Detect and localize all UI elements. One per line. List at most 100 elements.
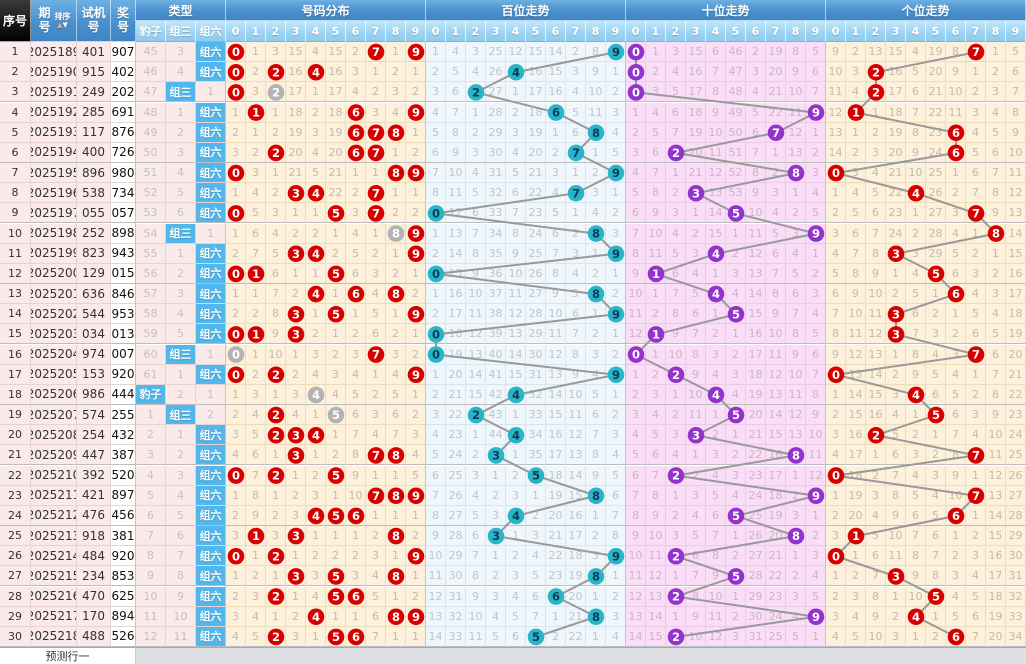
bai-trend-cell: 1 xyxy=(606,62,626,83)
shi-trend-cell: 7 xyxy=(766,263,786,284)
ge-trend-cell: 1 xyxy=(926,284,946,305)
bai-trend-cell: 31 xyxy=(486,163,506,184)
type-cell: 11 xyxy=(136,606,166,627)
shi-trend-cell: 3 xyxy=(726,465,746,486)
ge-trend-cell: 1 xyxy=(886,344,906,365)
sort-asc-icon[interactable]: ▲ xyxy=(57,21,63,29)
dist-cell: 3 xyxy=(386,344,406,365)
shi-trend-cell: 4 xyxy=(766,203,786,224)
ge-trend-cell: 17 xyxy=(986,566,1006,587)
dist-cell: 1 xyxy=(266,566,286,587)
dist-cell: 1 xyxy=(366,364,386,385)
ge-trend-cell: 4 xyxy=(966,122,986,143)
ge-trend-cell: 24 xyxy=(1006,425,1026,446)
shi-trend-cell: 29 xyxy=(746,586,766,607)
bai-trend-cell: 40 xyxy=(486,344,506,365)
dist-cell xyxy=(266,405,286,426)
sort-desc-icon[interactable]: ▼ xyxy=(62,21,68,29)
bai-trend-cell: 14 xyxy=(426,626,446,647)
dist-cell: 3 xyxy=(366,102,386,123)
period-cell: 2025207 xyxy=(31,405,77,426)
dist-cell xyxy=(266,546,286,567)
period-cell: 2025212 xyxy=(31,505,77,526)
ge-trend-cell: 3 xyxy=(926,465,946,486)
bai-trend-cell: 19 xyxy=(446,344,466,365)
shi-trend-cell xyxy=(666,626,686,647)
test-number-cell: 153 xyxy=(77,364,111,385)
type-cell: 48 xyxy=(136,102,166,123)
dist-cell: 16 xyxy=(326,62,346,83)
bai-trend-cell: 5 xyxy=(566,102,586,123)
ge-trend-cell: 9 xyxy=(1006,122,1026,143)
ge-trend-cell: 1 xyxy=(966,465,986,486)
shi-trend-cell: 9 xyxy=(666,324,686,345)
bai-trend-cell: 4 xyxy=(506,586,526,607)
dist-cell: 1 xyxy=(326,324,346,345)
shi-trend-cell: 3 xyxy=(666,42,686,63)
shi-trend-cell xyxy=(666,364,686,385)
prediction-row-label[interactable]: 预测行一 xyxy=(0,647,136,664)
shi-trend-cell: 25 xyxy=(746,505,766,526)
bai-trend-cell: 18 xyxy=(566,546,586,567)
subheader-ge-digit-9: 9 xyxy=(1006,21,1026,42)
period-cell: 2025204 xyxy=(31,344,77,365)
shi-trend-cell: 10 xyxy=(806,425,826,446)
bai-trend-cell: 20 xyxy=(446,364,466,385)
shi-trend-cell: 2 xyxy=(626,384,646,405)
dist-cell: 2 xyxy=(246,364,266,385)
dist-cell xyxy=(326,203,346,224)
bai-trend-cell: 1 xyxy=(586,586,606,607)
dist-cell: 1 xyxy=(246,546,266,567)
ge-trend-cell: 16 xyxy=(1006,263,1026,284)
bai-trend-cell: 1 xyxy=(586,505,606,526)
ge-trend-cell: 6 xyxy=(986,142,1006,163)
dist-cell: 1 xyxy=(226,223,246,244)
sort-control[interactable]: 排序 ▲▼ xyxy=(55,12,71,29)
ge-trend-cell: 23 xyxy=(926,122,946,143)
dist-cell: 2 xyxy=(326,243,346,264)
bai-trend-cell: 11 xyxy=(586,102,606,123)
type-cell: 12 xyxy=(136,626,166,647)
dist-cell: 2 xyxy=(226,586,246,607)
ge-trend-cell: 4 xyxy=(926,344,946,365)
shi-trend-cell: 3 xyxy=(706,344,726,365)
dist-cell xyxy=(306,183,326,204)
ge-trend-cell: 3 xyxy=(846,586,866,607)
bai-trend-cell: 11 xyxy=(466,626,486,647)
dist-cell xyxy=(286,243,306,264)
dist-cell xyxy=(366,485,386,506)
shi-trend-cell: 11 xyxy=(626,566,646,587)
prize-number-cell: 526 xyxy=(111,626,136,647)
bai-trend-cell: 13 xyxy=(446,223,466,244)
ge-trend-cell: 10 xyxy=(1006,142,1026,163)
ge-trend-cell: 30 xyxy=(1006,546,1026,567)
bai-trend-cell: 32 xyxy=(486,183,506,204)
bai-trend-cell: 6 xyxy=(466,526,486,547)
ge-trend-cell: 1 xyxy=(826,566,846,587)
ge-trend-cell: 6 xyxy=(946,263,966,284)
bai-trend-cell: 1 xyxy=(426,364,446,385)
dist-cell: 3 xyxy=(346,62,366,83)
ge-trend-cell: 8 xyxy=(826,324,846,345)
bai-trend-cell: 1 xyxy=(606,566,626,587)
dist-cell: 21 xyxy=(326,163,346,184)
dist-cell: 21 xyxy=(286,163,306,184)
shi-trend-cell: 2 xyxy=(706,425,726,446)
shi-trend-cell: 16 xyxy=(686,62,706,83)
type-cell: 4 xyxy=(166,485,196,506)
shi-trend-cell: 11 xyxy=(746,223,766,244)
bai-trend-cell: 6 xyxy=(566,304,586,325)
dist-cell: 1 xyxy=(386,243,406,264)
dist-cell xyxy=(306,606,326,627)
test-number-cell: 392 xyxy=(77,465,111,486)
header-period[interactable]: 期号 排序 ▲▼ xyxy=(31,0,77,42)
dist-cell xyxy=(386,485,406,506)
bai-trend-cell: 3 xyxy=(606,223,626,244)
bai-trend-cell: 2 xyxy=(606,405,626,426)
bai-trend-cell: 5 xyxy=(506,606,526,627)
bai-trend-cell: 4 xyxy=(486,606,506,627)
bai-trend-cell: 4 xyxy=(506,142,526,163)
ge-trend-cell: 16 xyxy=(866,405,886,426)
dist-cell: 1 xyxy=(326,223,346,244)
dist-cell: 4 xyxy=(266,223,286,244)
